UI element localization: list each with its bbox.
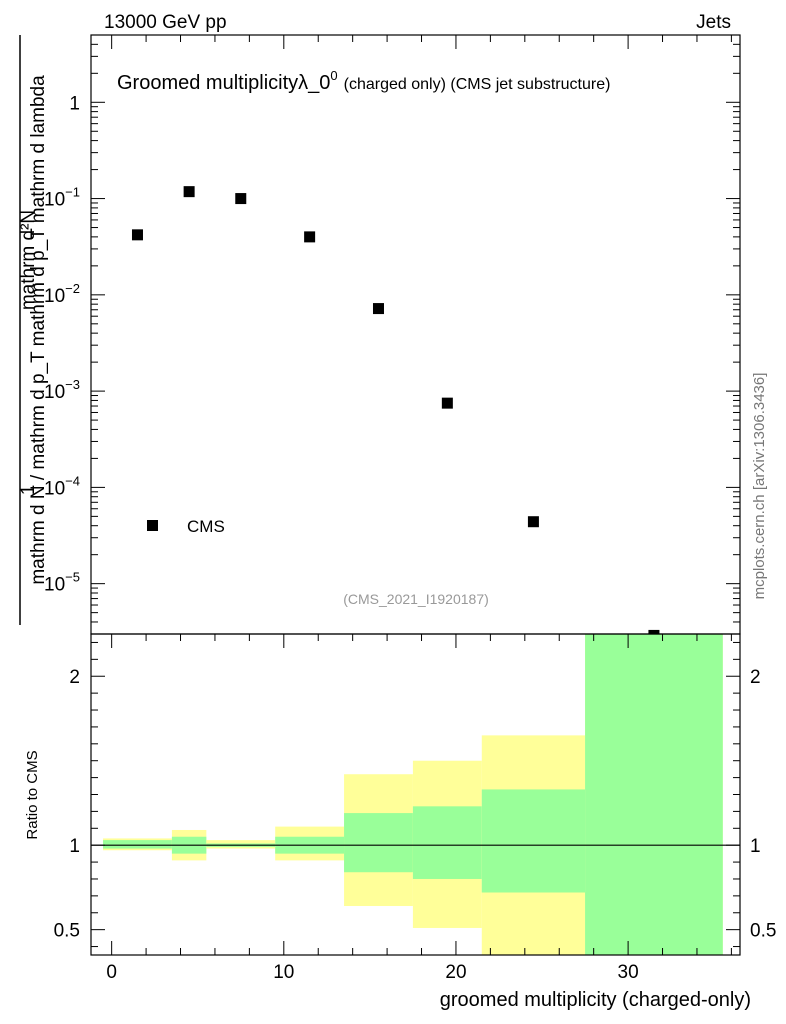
legend-marker xyxy=(147,520,158,531)
data-point xyxy=(235,193,247,205)
main-y-tick-base: 10 xyxy=(44,382,65,403)
main-y-tick-base: 10 xyxy=(44,286,65,307)
ratio-y-tick-label-left: 2 xyxy=(69,667,80,688)
x-tick-label: 10 xyxy=(273,962,294,983)
x-tick-label: 20 xyxy=(445,962,466,983)
legend-label: CMS xyxy=(187,517,225,536)
data-point xyxy=(648,629,660,634)
ratio-y-tick-label-right: 0.5 xyxy=(750,921,776,942)
ratio-band-green xyxy=(103,840,172,849)
main-y-tick-label: 10−1 xyxy=(44,185,80,211)
main-y-tick-base: 10 xyxy=(44,575,65,596)
ratio-y-tick-label-left: 0.5 xyxy=(54,921,80,942)
main-y-tick-exponent: −1 xyxy=(65,185,80,200)
data-point xyxy=(304,231,316,243)
main-y-tick-label: 10−5 xyxy=(44,570,80,596)
ratio-band-green xyxy=(585,634,723,955)
x-tick-label: 30 xyxy=(618,962,639,983)
main-title-symbol: λ_0 xyxy=(298,72,330,94)
main-y-label-prefix: 1 xyxy=(18,485,39,496)
main-y-tick-exponent: −4 xyxy=(65,473,80,488)
main-y-tick-label: 10−4 xyxy=(44,473,80,499)
main-y-tick-label: 1 xyxy=(69,93,80,114)
ratio-y-tick-label-left: 1 xyxy=(69,836,80,857)
ratio-y-tick-label-right: 2 xyxy=(750,667,761,688)
main-y-tick-label: 10−3 xyxy=(44,377,80,403)
main-y-label-denominator: mathrm d N / mathrm d p_T mathrm d p_T m… xyxy=(28,75,49,585)
main-title-suffix: (charged only) (CMS jet substructure) xyxy=(344,76,611,93)
header-jets-label: Jets xyxy=(696,12,731,33)
main-y-tick-base: 10 xyxy=(44,190,65,211)
x-tick-label: 0 xyxy=(106,962,117,983)
main-y-tick-base: 10 xyxy=(44,478,65,499)
data-point xyxy=(372,303,384,315)
main-y-label: mathrm d²N 1 mathrm d N / mathrm d p_T m… xyxy=(18,35,49,625)
analysis-annotation: (CMS_2021_I1920187) xyxy=(343,591,489,607)
main-title-text: Groomed multiplicity xyxy=(117,72,298,94)
ratio-y-tick-label-right: 1 xyxy=(750,836,761,857)
main-title-superscript: 0 xyxy=(330,68,337,83)
data-point xyxy=(183,186,195,198)
main-plot-frame xyxy=(90,34,741,635)
main-y-tick-exponent: −3 xyxy=(65,377,80,392)
ratio-band-green xyxy=(412,806,482,879)
ratio-band-green xyxy=(344,813,413,873)
x-axis-label: groomed multiplicity (charged-only) xyxy=(440,989,751,1011)
ratio-plot-frame xyxy=(90,633,741,956)
side-source-label: mcplots.cern.ch [arXiv:1306.3436] xyxy=(751,373,768,600)
main-y-label-numerator: mathrm d²N xyxy=(18,210,39,310)
ratio-band-green xyxy=(481,789,586,893)
data-point xyxy=(131,229,143,241)
main-y-tick-exponent: −5 xyxy=(65,570,80,585)
main-title: Groomed multiplicityλ_00 (charged only) (… xyxy=(117,68,610,94)
data-point xyxy=(527,516,539,528)
main-y-tick-label: 10−2 xyxy=(44,281,80,307)
header-energy-label: 13000 GeV pp xyxy=(104,12,227,33)
data-point xyxy=(441,397,453,409)
main-y-tick-exponent: −2 xyxy=(65,281,80,296)
ratio-y-label: Ratio to CMS xyxy=(24,750,41,839)
